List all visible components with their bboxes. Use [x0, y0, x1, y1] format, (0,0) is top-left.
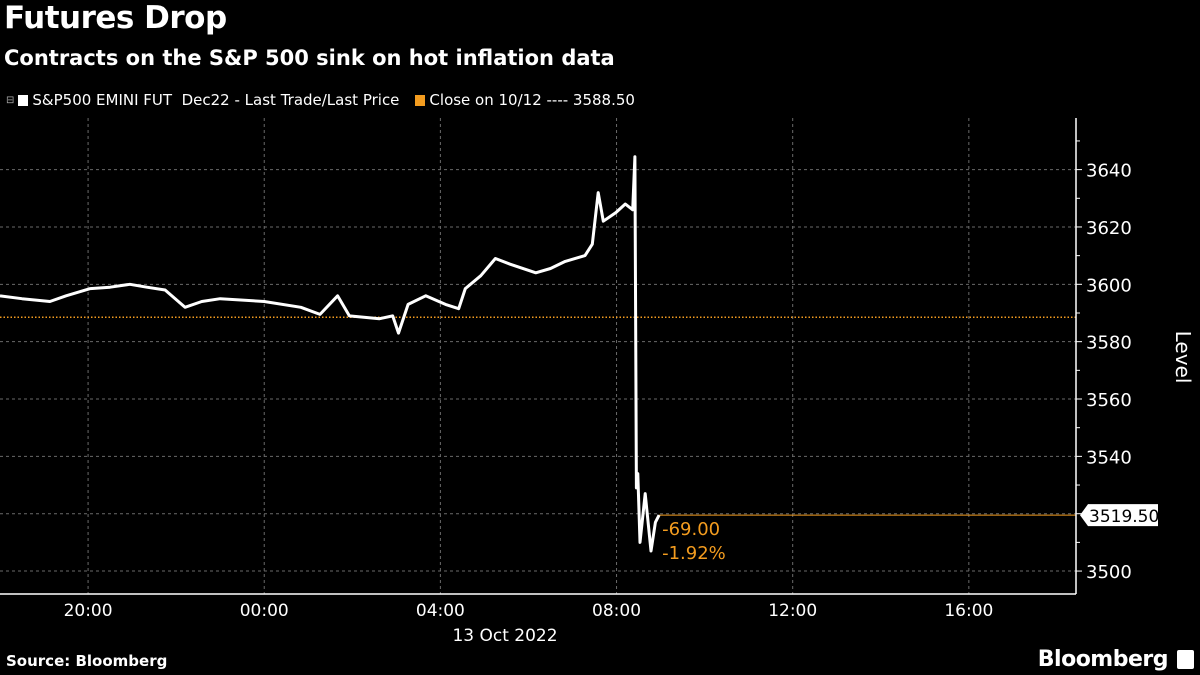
y-tick-label: 3640 — [1086, 161, 1132, 182]
last-value-label: 3519.50 — [1080, 504, 1159, 527]
y-axis-label: Level — [1171, 331, 1195, 384]
legend-series-icon: ⊟ — [6, 94, 15, 106]
legend-close-label: Close on 10/12 ---- 3588.50 — [429, 91, 635, 109]
y-tick-label: 3580 — [1086, 333, 1132, 354]
x-tick-label: 20:00 — [64, 601, 113, 621]
y-tick-label: 3620 — [1086, 218, 1132, 239]
x-tick-label: 04:00 — [416, 601, 465, 621]
change-pct-annotation: -1.92% — [662, 543, 726, 564]
x-tick-label: 16:00 — [944, 601, 993, 621]
legend-series-label: S&P500 EMINI FUT Dec22 - Last Trade/Last… — [32, 91, 400, 109]
legend-close-swatch — [415, 94, 426, 106]
series-line — [0, 155, 661, 553]
chart-subtitle: Contracts on the S&P 500 sink on hot inf… — [4, 46, 615, 70]
legend: ⊟ S&P500 EMINI FUT Dec22 - Last Trade/La… — [6, 91, 635, 109]
y-tick-label: 3560 — [1086, 390, 1132, 411]
source-note: Source: Bloomberg — [6, 652, 168, 670]
y-tick-label: 3540 — [1086, 447, 1132, 468]
x-tick-label: 12:00 — [768, 601, 817, 621]
x-axis-label: 13 Oct 2022 — [452, 626, 557, 646]
y-tick-label: 3500 — [1086, 562, 1132, 583]
bloomberg-chart-icon — [1177, 650, 1194, 669]
chart-title: Futures Drop — [4, 0, 227, 36]
change-annotation: -69.00 — [662, 519, 720, 540]
last-value-text: 3519.50 — [1089, 507, 1159, 527]
bloomberg-logo: Bloomberg — [1037, 647, 1169, 672]
x-tick-label: 00:00 — [240, 601, 289, 621]
legend-series-swatch — [18, 94, 29, 106]
y-tick-label: 3600 — [1086, 275, 1132, 296]
x-tick-label: 08:00 — [592, 601, 641, 621]
